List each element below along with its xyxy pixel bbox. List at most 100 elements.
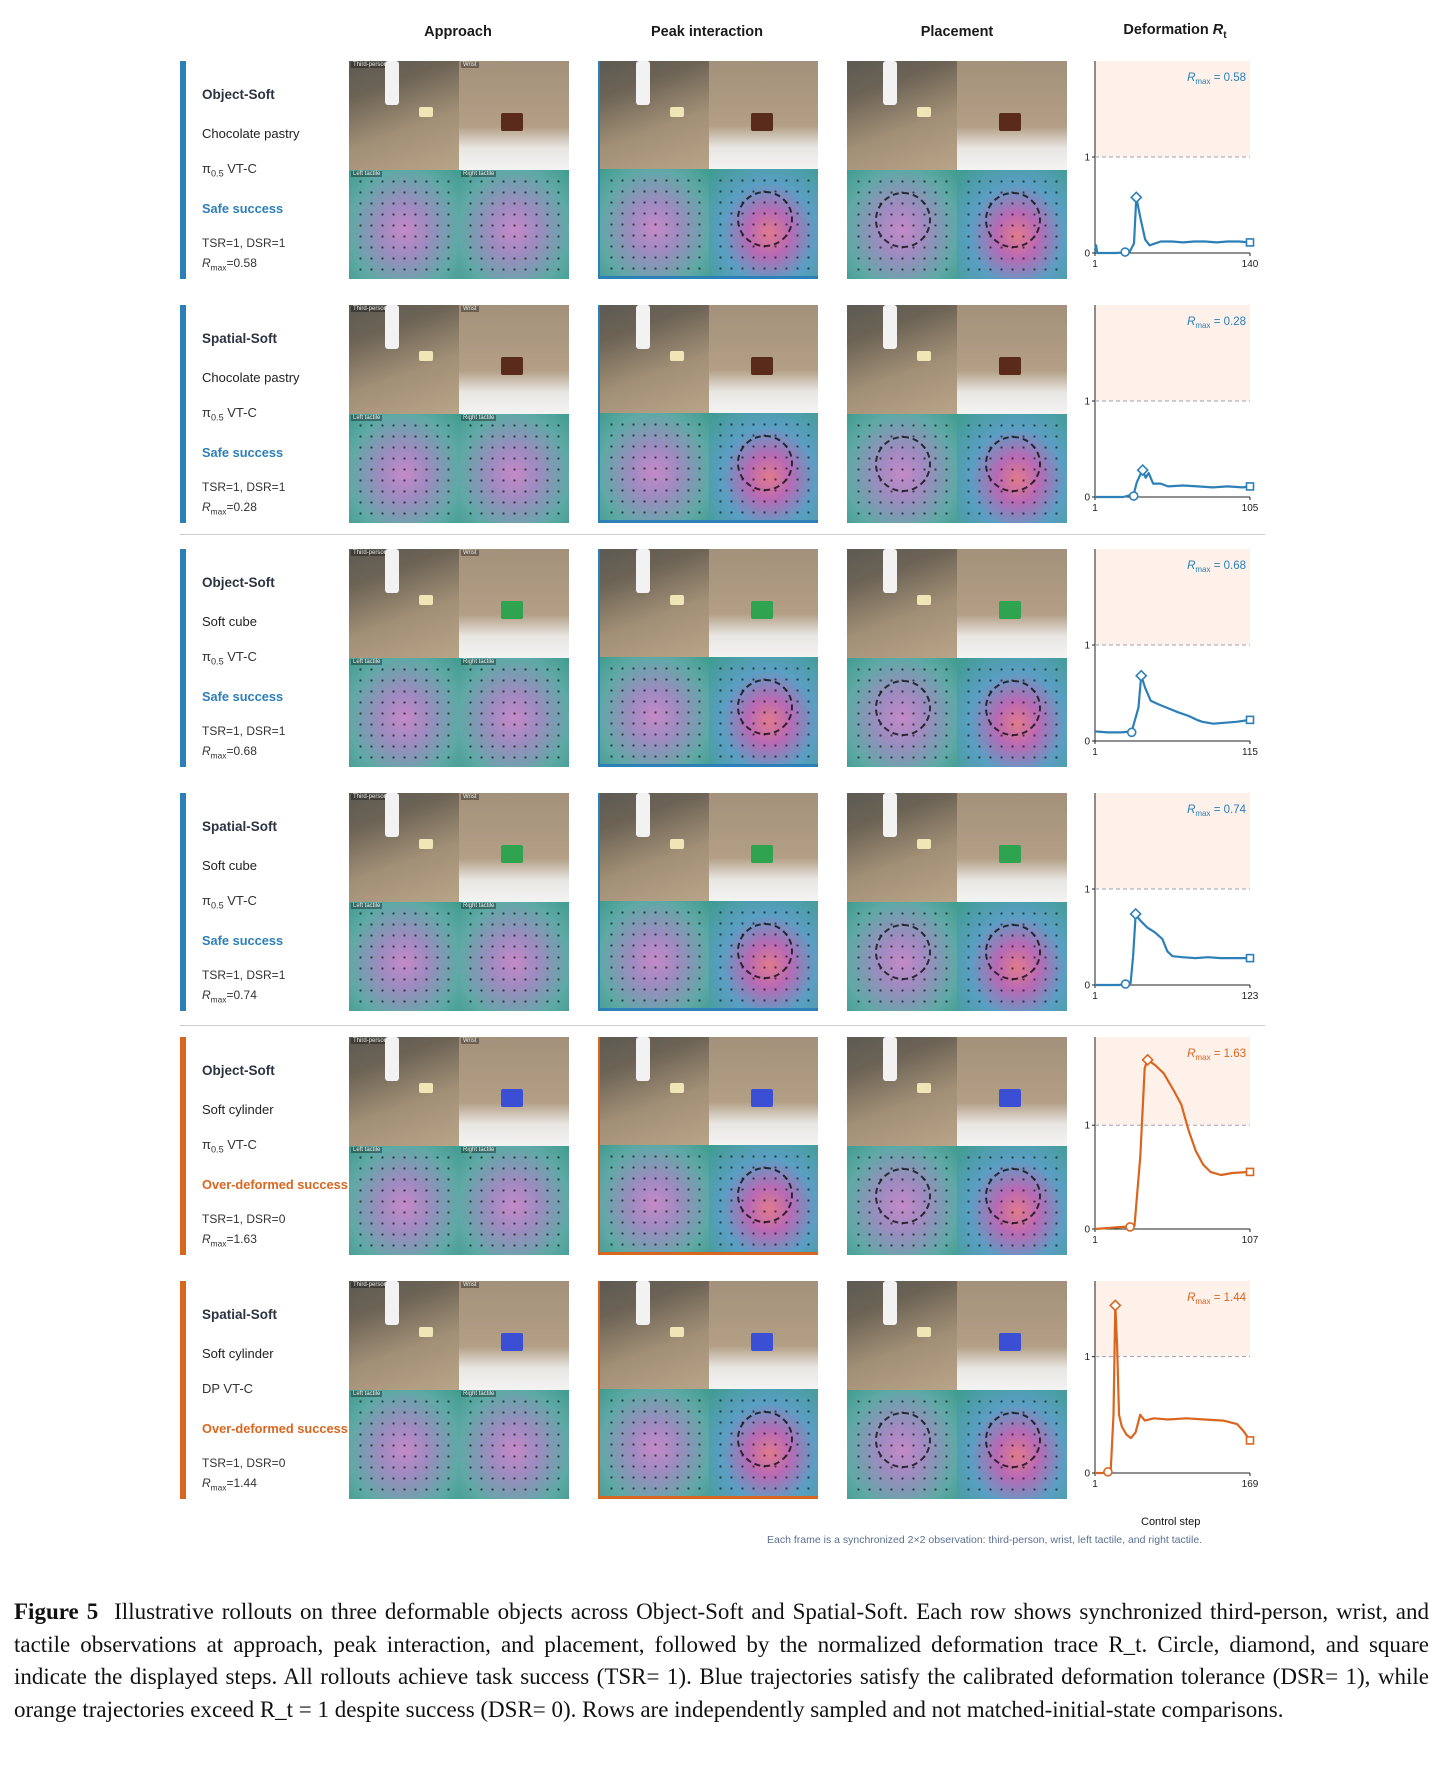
tactile-shear-field [985, 1168, 1041, 1224]
grasped-object [999, 601, 1021, 619]
outcome-label: Safe success [202, 445, 284, 460]
frame-tag: Wrist [461, 306, 479, 312]
frame-tag: Right tactile [461, 903, 497, 909]
rmax-symbol: R [202, 988, 211, 1002]
right-tactile-view [709, 900, 818, 1008]
frame-tag: Third-person [351, 550, 390, 556]
object-name: Chocolate pastry [202, 370, 300, 385]
tactile-marker-grid [355, 176, 453, 273]
wrist-view [957, 305, 1067, 414]
scene-object [670, 1327, 684, 1337]
y-tick-label: 0 [1084, 249, 1090, 260]
tactile-shear-field [737, 1166, 793, 1223]
rmax-subscript: max [210, 994, 227, 1005]
rmax-subscript: max [1195, 1053, 1210, 1062]
x-tick-label: 115 [1242, 747, 1258, 758]
left-tactile-view: Left tactile [349, 658, 459, 767]
rmax-symbol: R [1187, 316, 1195, 328]
left-tactile-view [600, 656, 709, 764]
policy-subscript: 0.5 [210, 412, 224, 423]
tactile-shear-field [737, 922, 793, 979]
grasped-object [501, 1089, 523, 1107]
rmax-value: =0.74 [226, 988, 257, 1002]
robot-arm [883, 305, 897, 349]
x-tick-label: 140 [1242, 259, 1259, 270]
rmax-value: = 1.44 [1211, 1292, 1247, 1304]
right-tactile-view [709, 1144, 818, 1252]
grasped-object [501, 601, 523, 619]
wrist-view [709, 305, 818, 413]
rmax-symbol: R [1187, 1048, 1195, 1060]
third-person-view [847, 305, 957, 414]
deformation-subscript: t [1223, 29, 1227, 41]
policy-prefix: π [202, 893, 211, 908]
rmax-symbol: R [1187, 72, 1195, 84]
rmax-annotation: Rmax = 0.74 [1187, 804, 1247, 818]
placement-step-marker [1245, 482, 1255, 491]
deformation-plot: 0 1 1 105 Rmax = 0.28 [1084, 305, 1309, 523]
scene-object [670, 1083, 684, 1093]
wrist-view [957, 549, 1067, 658]
observation-frame [598, 1037, 818, 1255]
observation-frame [598, 305, 818, 523]
wrist-view: Wrist [459, 793, 569, 902]
right-tactile-view [957, 658, 1067, 767]
column-header-placement: Placement [920, 24, 994, 40]
tactile-marker-grid [465, 176, 563, 273]
wrist-view [709, 1281, 818, 1389]
tactile-marker-grid [465, 1152, 563, 1249]
scene-object [419, 107, 433, 117]
method-name: Spatial-Soft [202, 331, 278, 346]
success-metrics: TSR=1, DSR=0 [202, 1456, 286, 1470]
method-name: Object-Soft [202, 575, 275, 590]
rmax-metric: Rmax=0.28 [202, 500, 257, 516]
policy-name: π0.5 VT-C [202, 161, 257, 179]
scene-object [917, 351, 931, 361]
rmax-symbol: R [202, 1232, 211, 1246]
x-tick-label: 1 [1092, 1235, 1098, 1246]
frame-tag: Wrist [461, 1038, 479, 1044]
scene-object [917, 1083, 931, 1093]
rollout-row-label: Object-Soft Chocolate pastry π0.5 VT-C Safe… [180, 61, 350, 279]
right-tactile-view: Right tactile [459, 170, 569, 279]
observation-frame [598, 793, 818, 1011]
scene-object [670, 351, 684, 361]
rmax-metric: Rmax=0.58 [202, 256, 257, 272]
tactile-marker-grid [606, 1150, 703, 1246]
tactile-shear-field [737, 678, 793, 735]
scene-object [419, 351, 433, 361]
rmax-value: = 1.63 [1211, 1048, 1247, 1060]
right-tactile-view: Right tactile [459, 902, 569, 1011]
rmax-subscript: max [210, 262, 227, 273]
third-person-view: Third-person [349, 549, 459, 658]
grasped-object [751, 845, 773, 863]
approach-step-marker [1120, 247, 1130, 257]
placement-step-marker [1245, 1436, 1255, 1445]
rmax-metric: Rmax=1.63 [202, 1232, 257, 1248]
outcome-label: Over-deformed success [202, 1177, 348, 1192]
frame-tag: Third-person [351, 794, 390, 800]
wrist-view: Wrist [459, 549, 569, 658]
x-tick-label: 1 [1092, 503, 1098, 514]
deformation-plot: 0 1 1 169 Rmax = 1.44 [1084, 1281, 1309, 1499]
rmax-annotation: Rmax = 1.63 [1187, 1048, 1246, 1062]
policy-suffix: VT-C [223, 405, 257, 420]
policy-name: π0.5 VT-C [202, 649, 257, 667]
deformation-trace [1095, 469, 1251, 499]
policy-prefix: π [202, 405, 211, 420]
observation-frame [847, 793, 1067, 1011]
group-separator [180, 534, 1265, 535]
observation-frame: Third-person Wrist Left tactile Right tacti… [349, 305, 569, 523]
rmax-value: = 0.28 [1211, 316, 1247, 328]
frame-tag: Left tactile [351, 1391, 383, 1397]
left-tactile-view: Left tactile [349, 1390, 459, 1499]
third-person-view [600, 549, 709, 657]
y-tick-label: 1 [1084, 397, 1090, 408]
tactile-shear-field [875, 680, 931, 736]
left-tactile-view [847, 170, 957, 279]
rmax-annotation: Rmax = 0.58 [1187, 72, 1246, 86]
observation-frame [598, 549, 818, 767]
right-tactile-view: Right tactile [459, 658, 569, 767]
